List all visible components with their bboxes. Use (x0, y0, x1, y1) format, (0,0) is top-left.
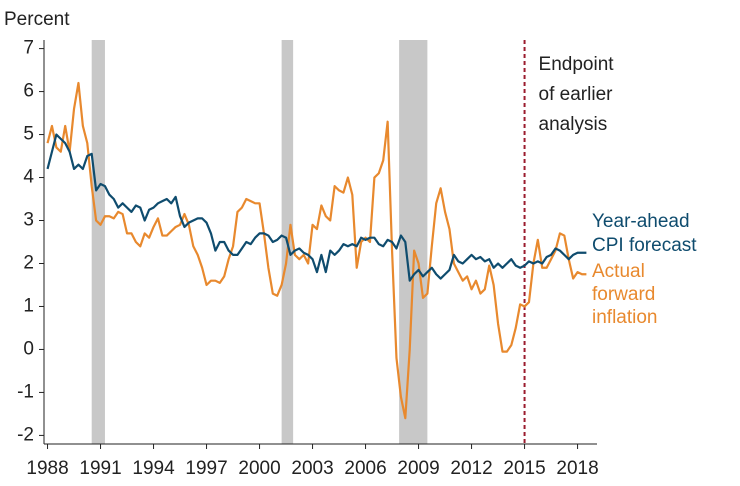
recession-band (399, 40, 428, 444)
x-tick-label: 2012 (450, 458, 492, 479)
x-tick-label: 2000 (238, 458, 280, 479)
y-tick-label: 2 (23, 253, 34, 274)
annotation: of earlier (539, 84, 614, 105)
annotation: Endpoint (539, 54, 615, 75)
x-tick-label: 1991 (79, 458, 121, 479)
series-label: Actual (592, 261, 645, 282)
y-axis-label: Percent (4, 9, 70, 30)
y-tick-label: 7 (23, 38, 34, 59)
y-tick-label: 5 (23, 124, 34, 145)
x-tick-label: 2015 (503, 458, 545, 479)
series-line (46, 81, 587, 420)
x-tick-label: 1997 (185, 458, 227, 479)
series-label: inflation (592, 307, 658, 328)
y-tick-label: -1 (17, 381, 34, 402)
y-tick-label: 1 (23, 295, 34, 316)
x-tick-label: 1988 (26, 458, 68, 479)
x-tick-label: 2009 (397, 458, 439, 479)
series-label: forward (592, 284, 655, 305)
y-tick-label: 4 (23, 167, 34, 188)
y-tick-label: 0 (23, 338, 34, 359)
series-line (46, 133, 587, 282)
annotation: analysis (539, 114, 608, 135)
recession-band (91, 40, 105, 444)
x-tick-label: 2018 (556, 458, 598, 479)
y-tick-label: -2 (17, 424, 34, 445)
x-tick-label: 1994 (132, 458, 175, 479)
series-label: Year-ahead (592, 211, 690, 232)
series-label: CPI forecast (592, 235, 697, 256)
y-tick-label: 3 (23, 210, 34, 231)
x-tick-label: 2006 (344, 458, 386, 479)
x-tick-label: 2003 (291, 458, 333, 479)
y-tick-label: 6 (23, 81, 34, 102)
